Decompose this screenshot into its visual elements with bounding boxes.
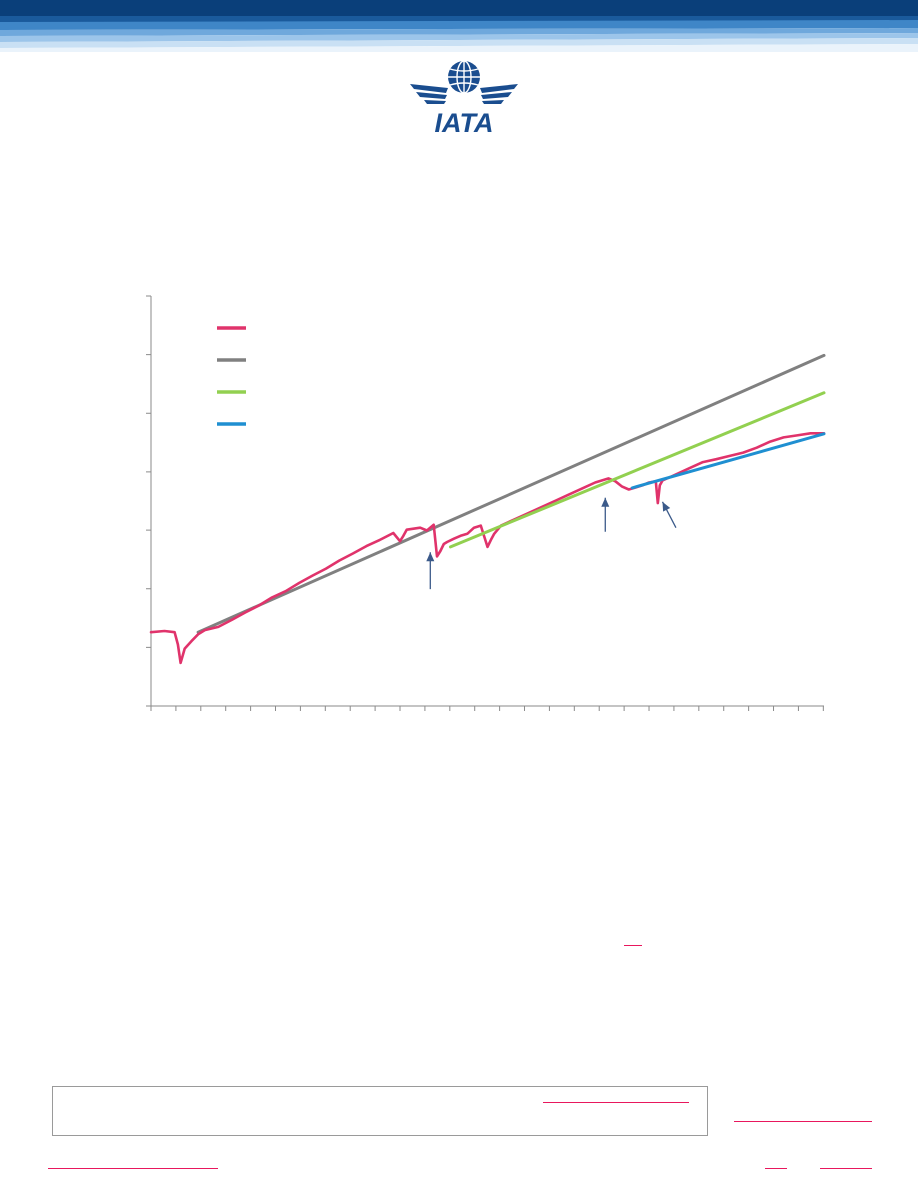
- logo-wordmark: IATA: [435, 108, 494, 136]
- traffic-trend-chart: [0, 280, 918, 720]
- series-line-trend-b: [449, 391, 826, 549]
- iata-logo-graphic: IATA: [410, 60, 518, 138]
- annotation-arrow-head-3: [662, 501, 671, 512]
- iata-logo: IATA: [408, 58, 520, 138]
- chart-axes: [146, 295, 824, 711]
- chart-legend: [217, 326, 246, 426]
- series-line-actual: [149, 432, 826, 665]
- annotation-arrow-3: [661, 501, 677, 528]
- annotation-arrow-head-2: [601, 497, 610, 507]
- header-banner: [0, 0, 918, 52]
- bottom-right-link-underline-2[interactable]: [820, 1168, 872, 1169]
- annotation-arrow-1: [426, 552, 435, 590]
- chart-series: [149, 353, 826, 665]
- annotation-arrow-head-1: [426, 552, 435, 562]
- series-line-trend-c: [630, 432, 826, 490]
- footer-box-link-underline[interactable]: [543, 1102, 689, 1103]
- footer-note-box: [52, 1086, 708, 1136]
- annotation-arrow-2: [601, 497, 610, 532]
- bottom-left-link-underline[interactable]: [48, 1168, 218, 1169]
- side-link-underline[interactable]: [734, 1121, 872, 1122]
- in-text-link-underline[interactable]: [624, 945, 642, 946]
- chart-annotations: [426, 497, 677, 590]
- bottom-right-link-underline-1[interactable]: [765, 1168, 787, 1169]
- chart-svg: [146, 295, 826, 711]
- header-banner-graphic: [0, 0, 918, 52]
- series-line-trend-a: [196, 353, 826, 634]
